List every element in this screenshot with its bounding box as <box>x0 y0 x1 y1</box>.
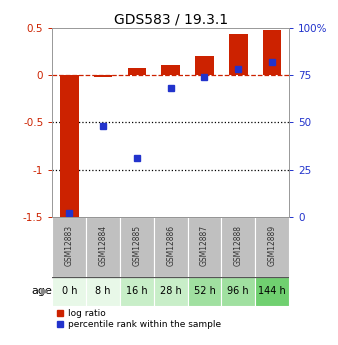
Bar <box>229 34 247 75</box>
Bar <box>154 277 188 306</box>
Bar <box>128 68 146 75</box>
Bar <box>221 217 255 277</box>
Text: GSM12885: GSM12885 <box>132 225 141 266</box>
Bar <box>188 217 221 277</box>
Legend: log ratio, percentile rank within the sample: log ratio, percentile rank within the sa… <box>57 309 221 329</box>
Text: GSM12883: GSM12883 <box>65 225 74 266</box>
Title: GDS583 / 19.3.1: GDS583 / 19.3.1 <box>114 12 228 27</box>
Text: GSM12889: GSM12889 <box>268 225 276 266</box>
Text: GSM12888: GSM12888 <box>234 225 243 266</box>
Text: 28 h: 28 h <box>160 286 182 296</box>
Bar <box>195 56 214 75</box>
Bar <box>120 277 154 306</box>
Text: 16 h: 16 h <box>126 286 148 296</box>
Bar <box>86 277 120 306</box>
Text: 52 h: 52 h <box>194 286 215 296</box>
Text: GSM12884: GSM12884 <box>99 225 107 266</box>
Bar <box>120 217 154 277</box>
Bar <box>86 217 120 277</box>
Bar <box>52 217 86 277</box>
Text: age: age <box>31 286 52 296</box>
Bar <box>94 75 113 77</box>
Bar <box>263 30 281 75</box>
Text: GSM12887: GSM12887 <box>200 225 209 266</box>
Bar <box>154 217 188 277</box>
Bar <box>52 277 86 306</box>
Bar <box>188 277 221 306</box>
Bar <box>221 277 255 306</box>
Text: 8 h: 8 h <box>95 286 111 296</box>
Text: 144 h: 144 h <box>258 286 286 296</box>
Bar <box>162 66 180 75</box>
Text: 96 h: 96 h <box>227 286 249 296</box>
Bar <box>60 75 78 217</box>
Bar <box>255 277 289 306</box>
Bar <box>255 217 289 277</box>
Text: 0 h: 0 h <box>62 286 77 296</box>
Text: GSM12886: GSM12886 <box>166 225 175 266</box>
